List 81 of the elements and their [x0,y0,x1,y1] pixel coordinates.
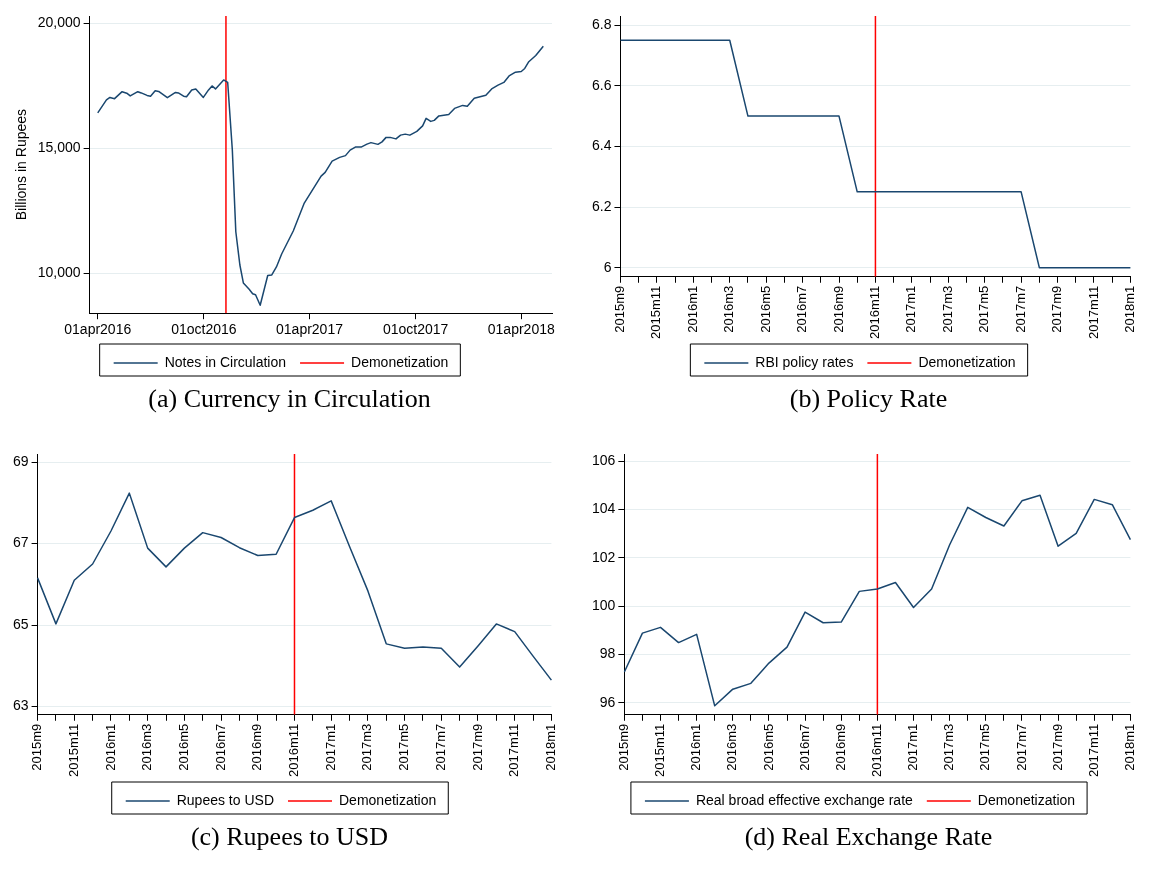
x-tick-label: 2017m9 [1048,285,1064,333]
y-tick-label: 15,000 [37,139,81,156]
y-tick-label: 104 [591,500,616,517]
x-tick-label: 2016m3 [138,723,154,771]
legend-label: Notes in Circulation [164,353,286,370]
legend-label: Real broad effective exchange rate [695,791,913,808]
x-tick-label: 2015m11 [651,723,667,778]
legend-label: Demonetization [917,353,1016,370]
y-tick-label: 6.6 [591,76,612,93]
x-tick-label: 2017m5 [976,723,992,771]
x-tick-label: 01apr2018 [487,321,555,338]
x-tick-label: 2016m5 [757,285,773,333]
x-tick-label: 2017m5 [395,723,411,771]
x-tick-label: 2016m3 [720,285,736,333]
y-axis-title: Billions in Rupees [12,108,29,221]
x-tick-label: 2017m7 [432,723,448,771]
y-tick-label: 100 [591,596,616,613]
y-tick-label: 67 [12,534,29,551]
y-tick-label: 65 [12,615,29,632]
legend-label: Demonetization [977,791,1075,808]
x-tick-label: 2016m1 [102,723,118,771]
x-tick-label: 01oct2017 [382,321,449,338]
x-tick-label: 2016m3 [723,723,739,771]
x-tick-label: 01apr2016 [63,321,131,338]
x-tick-label: 2016m7 [793,285,809,333]
y-tick-label: 106 [591,452,616,469]
x-tick-label: 2016m5 [175,723,191,771]
x-tick-label: 01apr2017 [275,321,343,338]
x-tick-label: 2016m9 [830,285,846,333]
legend-label: Demonetization [350,353,448,370]
x-tick-label: 2016m9 [832,723,848,771]
x-tick-label: 2017m7 [1012,285,1028,333]
x-tick-label: 2017m9 [469,723,485,771]
y-tick-label: 6.2 [591,197,612,214]
x-tick-label: 2018m1 [1121,285,1137,333]
y-tick-label: 69 [12,453,29,470]
x-tick-label: 2015m9 [28,723,44,771]
x-tick-label: 2017m11 [505,723,521,778]
text: (b) Policy Rate [788,384,949,414]
y-tick-label: 96 [599,693,616,710]
x-tick-label: 2017m3 [939,285,955,333]
x-tick-label: 2015m9 [611,285,627,333]
y-tick-label: 10,000 [37,264,81,281]
x-tick-label: 01oct2016 [170,321,237,338]
text: (a) Currency in Circulation [147,384,432,414]
y-tick-label: 6.8 [591,15,612,32]
x-tick-label: 2017m3 [940,723,956,771]
x-tick-label: 2016m11 [868,723,884,778]
y-tick-label: 20,000 [37,14,81,31]
x-tick-label: 2015m9 [615,723,631,771]
x-tick-label: 2015m11 [647,285,663,340]
y-tick-label: 102 [591,548,616,565]
legend-label: Rupees to USD [176,791,274,808]
y-tick-label: 6 [603,258,612,275]
x-tick-label: 2017m9 [1049,723,1065,771]
x-tick-label: 2018m1 [542,723,558,771]
x-tick-label: 2016m1 [684,285,700,333]
x-tick-label: 2016m7 [212,723,228,771]
x-tick-label: 2015m11 [65,723,81,778]
text: (c) Rupees to USD [189,822,390,852]
legend-label: Demonetization [338,791,436,808]
y-tick-label: 63 [12,697,29,714]
x-tick-label: 2016m11 [866,285,882,340]
x-tick-label: 2017m1 [902,285,918,333]
x-tick-label: 2017m7 [1013,723,1029,771]
y-tick-label: 6.4 [591,137,612,154]
x-tick-label: 2017m3 [358,723,374,771]
legend-label: RBI policy rates [754,353,853,370]
x-tick-label: 2017m1 [904,723,920,771]
y-tick-label: 98 [599,645,616,662]
x-tick-label: 2017m5 [975,285,991,333]
x-tick-label: 2017m11 [1085,723,1101,778]
x-tick-label: 2016m9 [248,723,264,771]
x-tick-label: 2016m1 [687,723,703,771]
text: (d) Real Exchange Rate [743,822,994,852]
x-tick-label: 2016m5 [760,723,776,771]
x-tick-label: 2016m7 [796,723,812,771]
x-tick-label: 2017m11 [1085,285,1101,340]
x-tick-label: 2018m1 [1121,723,1137,771]
x-tick-label: 2016m11 [285,723,301,778]
x-tick-label: 2017m1 [322,723,338,771]
